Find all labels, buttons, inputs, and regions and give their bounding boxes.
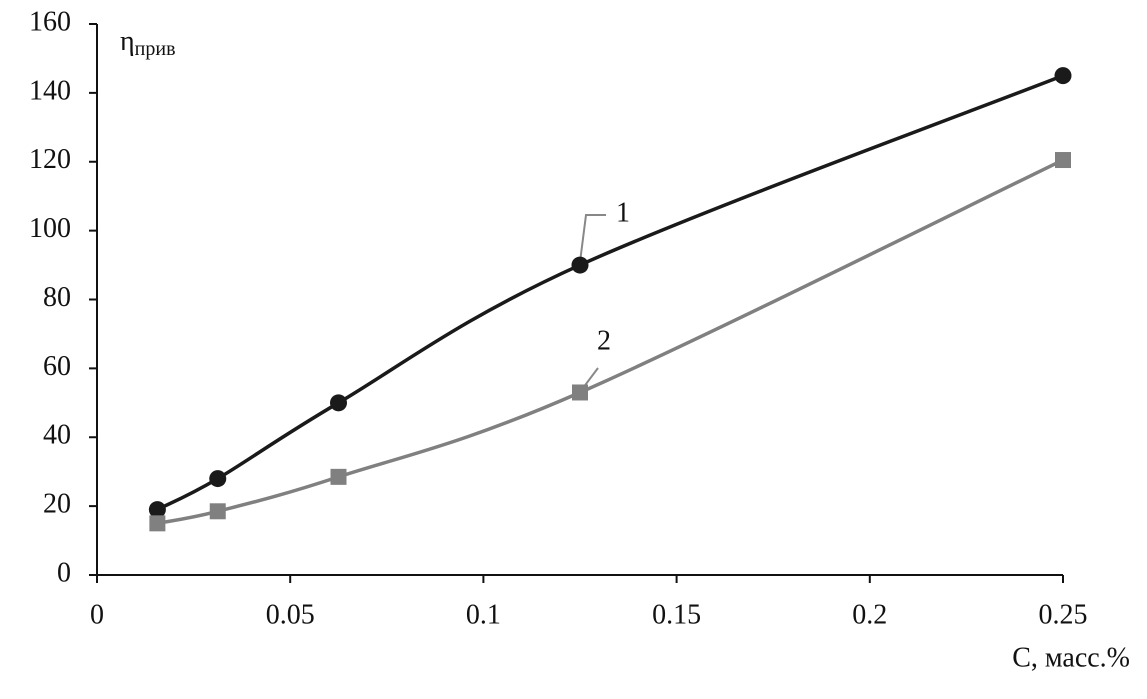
y-tick-label: 140 [29, 75, 71, 106]
y-tick-label: 120 [29, 144, 71, 175]
y-tick-label: 40 [43, 420, 71, 451]
data-point [209, 470, 227, 488]
series-label: 2 [597, 325, 611, 356]
x-tick-label: 0.2 [852, 599, 887, 630]
y-axis-label: ηприв [120, 26, 176, 59]
y-tick-label: 60 [43, 351, 71, 382]
x-tick-label: 0.15 [652, 599, 701, 630]
x-tick-label: 0.25 [1039, 599, 1088, 630]
data-point [1055, 152, 1071, 169]
series-label: 1 [616, 197, 630, 228]
data-point [149, 515, 166, 532]
y-label-subscript: прив [135, 38, 176, 60]
data-point [330, 394, 347, 412]
data-point [209, 503, 226, 520]
x-tick-label: 0.1 [466, 599, 501, 630]
x-tick-label: 0 [90, 599, 104, 630]
data-point [148, 501, 166, 519]
y-tick-label: 80 [43, 282, 71, 313]
x-tick-label: 0.05 [266, 599, 315, 630]
x-axis-label: C, масс.% [1012, 642, 1130, 673]
data-point [1054, 67, 1072, 85]
y-tick-label: 20 [43, 489, 71, 520]
data-point [572, 384, 588, 401]
y-tick-label: 160 [29, 6, 71, 37]
data-point [571, 256, 589, 274]
y-tick-label: 0 [57, 557, 71, 588]
series-line [156, 74, 1064, 512]
y-label-symbol: η [120, 26, 135, 57]
y-tick-label: 100 [29, 213, 71, 244]
leader-line [579, 214, 606, 263]
data-point [330, 468, 347, 485]
